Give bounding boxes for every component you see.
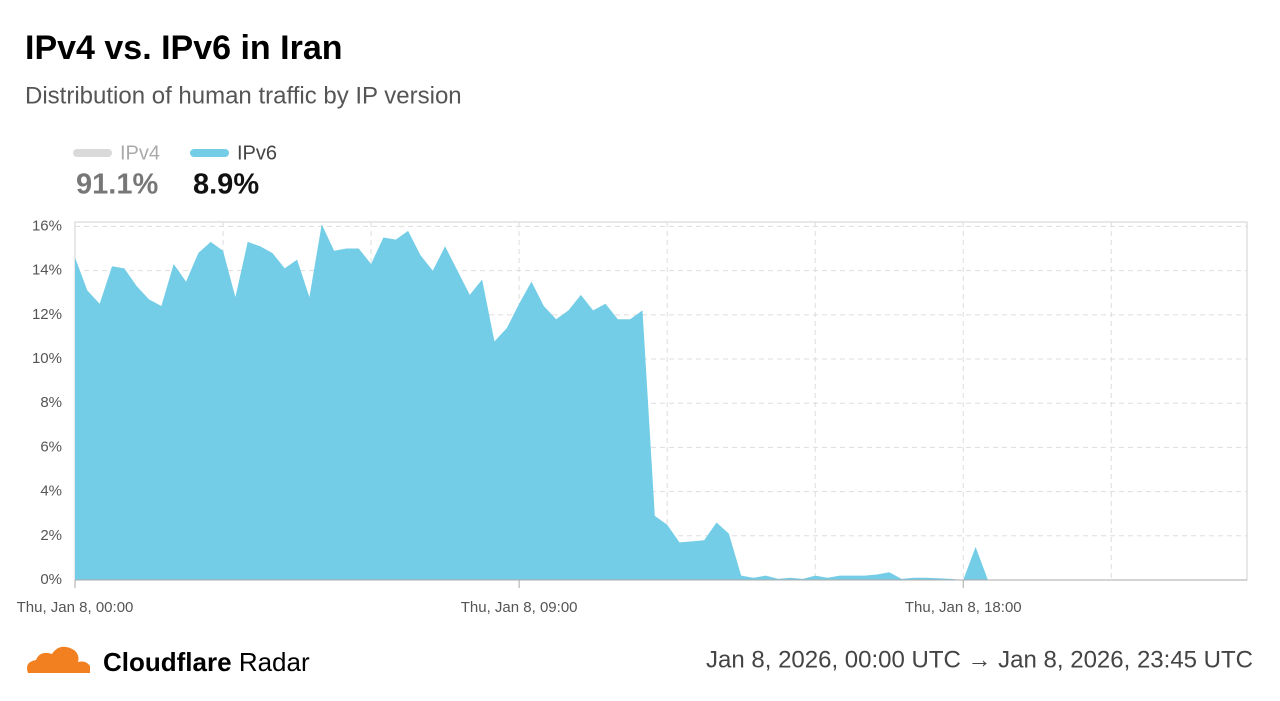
y-tick-label: 16% bbox=[32, 217, 62, 234]
y-tick-label: 2% bbox=[40, 527, 62, 544]
chart-subtitle: Distribution of human traffic by IP vers… bbox=[25, 82, 462, 109]
date-range: Jan 8, 2026, 00:00 UTC → Jan 8, 2026, 23… bbox=[706, 646, 1253, 673]
logo-cloud bbox=[27, 646, 90, 673]
y-tick-label: 4% bbox=[40, 483, 62, 500]
x-tick-label: Thu, Jan 8, 00:00 bbox=[17, 599, 134, 616]
logo bbox=[27, 646, 90, 673]
legend-share: 8.9% bbox=[193, 169, 259, 201]
y-tick-label: 6% bbox=[40, 438, 62, 455]
y-tick-label: 8% bbox=[40, 394, 62, 411]
footer-brand: Cloudflare Radar bbox=[103, 647, 310, 677]
y-tick-label: 0% bbox=[40, 571, 62, 588]
y-tick-label: 12% bbox=[32, 306, 62, 323]
chart-title: IPv4 vs. IPv6 in Iran bbox=[25, 29, 343, 67]
legend-label: IPv6 bbox=[237, 142, 277, 164]
legend-label: IPv4 bbox=[120, 142, 160, 164]
y-tick-label: 10% bbox=[32, 350, 62, 367]
legend-share: 91.1% bbox=[76, 169, 158, 201]
x-tick-label: Thu, Jan 8, 18:00 bbox=[905, 599, 1022, 616]
area bbox=[75, 224, 988, 580]
brand: Cloudflare bbox=[103, 647, 232, 677]
x-tick-label: Thu, Jan 8, 09:00 bbox=[461, 599, 578, 616]
product: Radar bbox=[239, 647, 310, 677]
y-tick-label: 14% bbox=[32, 262, 62, 279]
